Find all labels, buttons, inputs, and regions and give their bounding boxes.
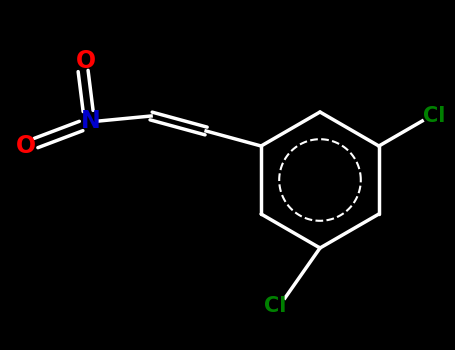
- Text: N: N: [81, 109, 101, 133]
- Text: O: O: [16, 134, 36, 158]
- Text: O: O: [76, 49, 96, 73]
- Text: Cl: Cl: [264, 296, 286, 316]
- Text: Cl: Cl: [423, 106, 445, 126]
